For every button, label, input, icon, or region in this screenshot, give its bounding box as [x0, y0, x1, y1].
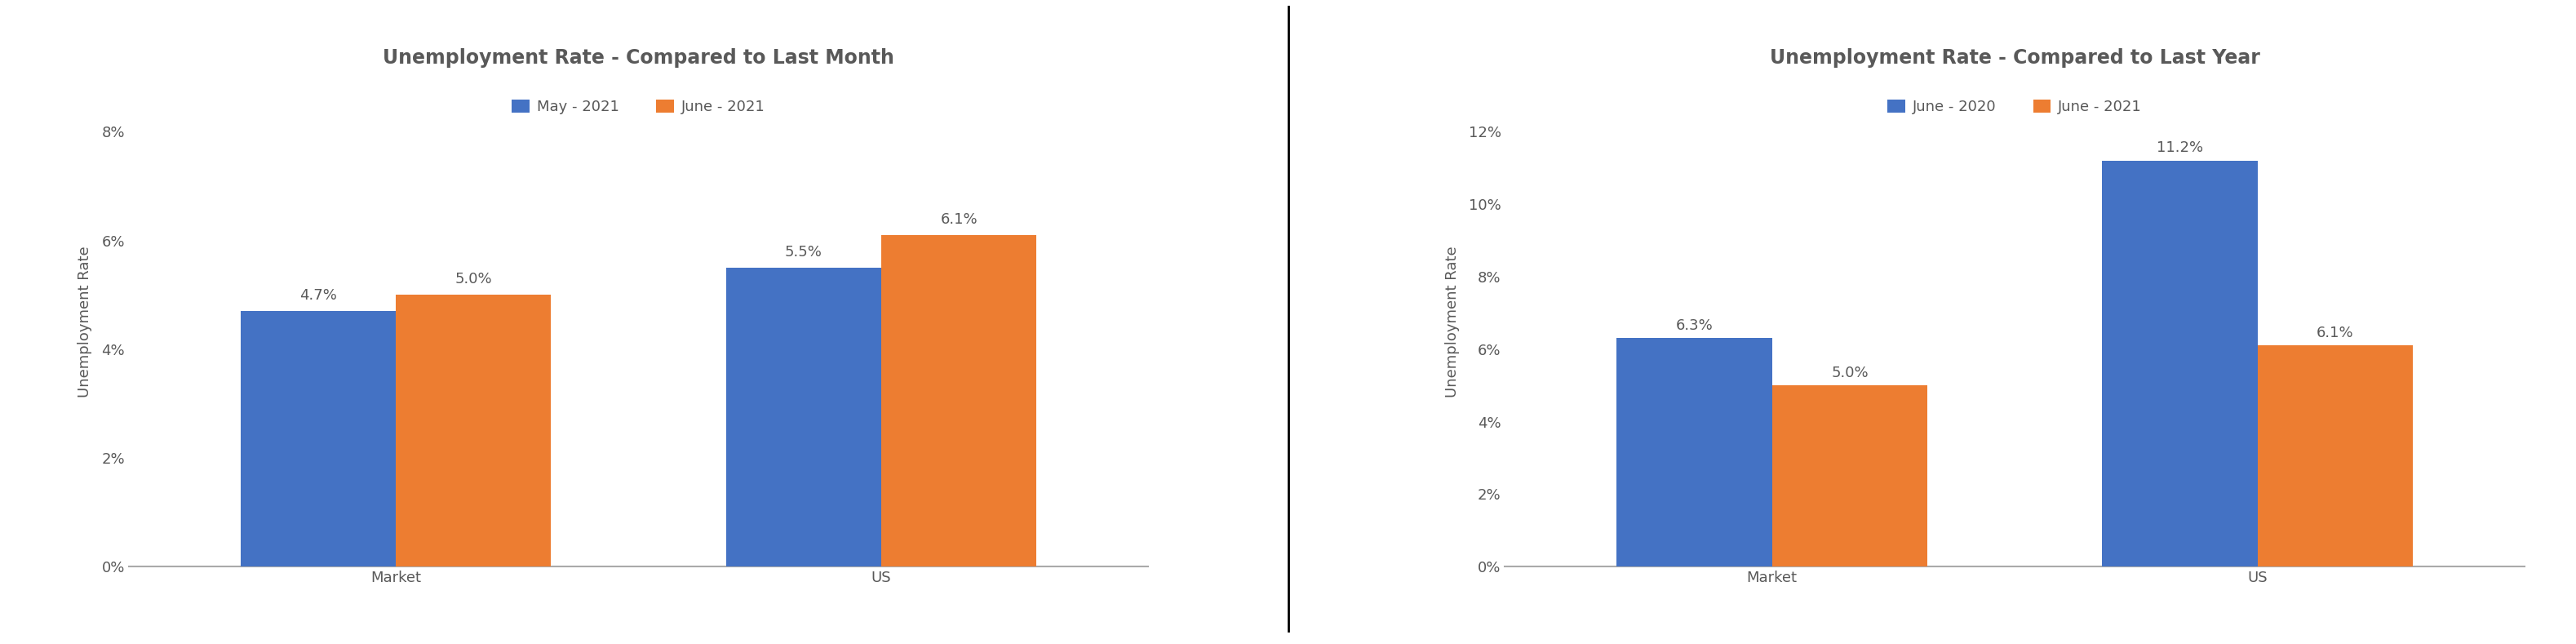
Text: 6.3%: 6.3%	[1677, 318, 1713, 333]
Bar	[2257, 346, 2414, 567]
Text: 6.1%: 6.1%	[940, 212, 976, 227]
Legend: May - 2021, June - 2021: May - 2021, June - 2021	[513, 99, 765, 114]
Text: 5.0%: 5.0%	[456, 272, 492, 287]
Text: 5.5%: 5.5%	[786, 245, 822, 260]
Y-axis label: Unemployment Rate: Unemployment Rate	[1445, 246, 1461, 398]
Bar	[397, 295, 551, 567]
Y-axis label: Unemployment Rate: Unemployment Rate	[77, 246, 93, 398]
Text: 4.7%: 4.7%	[299, 289, 337, 303]
Bar	[2102, 160, 2257, 567]
Bar	[240, 311, 397, 567]
Title: Unemployment Rate - Compared to Last Month: Unemployment Rate - Compared to Last Mon…	[384, 48, 894, 68]
Text: 5.0%: 5.0%	[1832, 365, 1868, 380]
Text: 6.1%: 6.1%	[2316, 325, 2354, 340]
Title: Unemployment Rate - Compared to Last Year: Unemployment Rate - Compared to Last Yea…	[1770, 48, 2259, 68]
Bar	[1618, 338, 1772, 567]
Bar	[1772, 386, 1927, 567]
Text: 11.2%: 11.2%	[2156, 140, 2202, 155]
Legend: June - 2020, June - 2021: June - 2020, June - 2021	[1888, 99, 2143, 114]
Bar	[726, 268, 881, 567]
Bar	[881, 235, 1036, 567]
